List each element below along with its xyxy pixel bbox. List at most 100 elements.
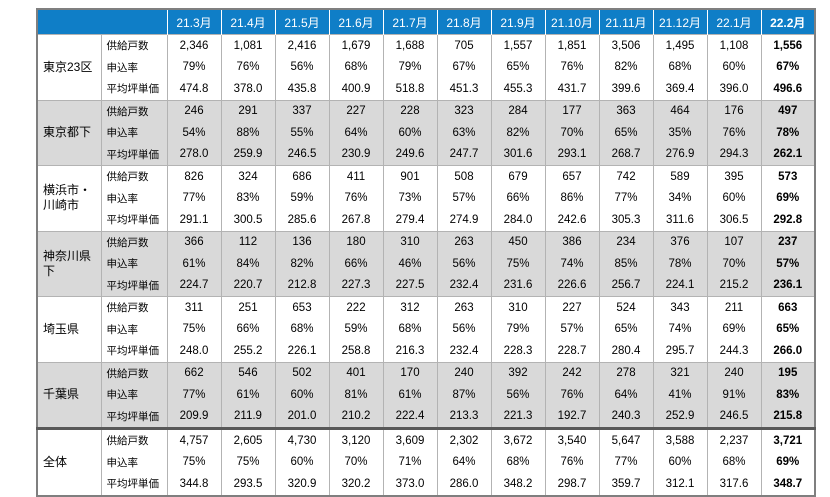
value-cell: 87%	[437, 384, 492, 406]
metric-label: 供給戸数	[101, 99, 168, 122]
value-cell: 399.6	[599, 78, 654, 100]
value-cell: 222	[329, 296, 384, 319]
value-cell: 60%	[707, 56, 762, 78]
value-cell: 1,679	[329, 34, 384, 57]
value-cell: 5,647	[599, 427, 654, 452]
value-cell: 76%	[545, 451, 600, 473]
value-cell: 293.5	[221, 473, 276, 496]
metric-label: 供給戸数	[101, 230, 168, 253]
table-row: 申込率 61% 84% 82% 66% 46% 56% 75% 74% 85% 78% 70% 57%	[37, 253, 815, 275]
value-cell: 348.7	[761, 473, 815, 496]
value-cell: 34%	[653, 187, 708, 209]
value-cell: 240	[437, 361, 492, 384]
table-row: 横浜市・川崎市 供給戸数 826 324 686 411 901 508 679 657 742 58…	[37, 165, 815, 231]
value-cell: 396.0	[707, 78, 762, 100]
metric-label: 平均坪単価	[101, 209, 168, 231]
value-cell: 59%	[275, 187, 330, 209]
value-cell: 46%	[383, 253, 438, 275]
value-cell: 82%	[491, 122, 546, 144]
value-cell: 395	[707, 165, 762, 188]
table-row: 申込率 79% 76% 56% 68% 79% 67% 65% 76% 82% 68% 60% 67%	[37, 56, 815, 78]
value-cell: 63%	[437, 122, 492, 144]
value-cell: 242	[545, 361, 600, 384]
value-cell: 1,557	[491, 34, 546, 57]
value-cell: 195	[761, 361, 815, 384]
value-cell: 68%	[329, 56, 384, 78]
metric-label: 平均坪単価	[101, 274, 168, 297]
table-row: 全体 供給戸数 4,757 2,605 4,730 3,120 3,609 2,302 3,67…	[37, 427, 815, 496]
value-cell: 663	[761, 296, 815, 319]
metric-label: 平均坪単価	[101, 473, 168, 496]
value-cell: 35%	[653, 122, 708, 144]
value-cell: 180	[329, 230, 384, 253]
value-cell: 258.8	[329, 340, 384, 362]
value-cell: 232.4	[437, 274, 492, 297]
region-label: 千葉県	[37, 361, 102, 429]
value-cell: 65%	[761, 318, 815, 340]
value-cell: 411	[329, 165, 384, 188]
value-cell: 60%	[653, 451, 708, 473]
value-cell: 91%	[707, 384, 762, 406]
value-cell: 76%	[545, 56, 600, 78]
value-cell: 3,120	[329, 427, 384, 452]
value-cell: 321	[653, 361, 708, 384]
table-row: 申込率 75% 66% 68% 59% 68% 56% 79% 57% 65% 74% 69% 65%	[37, 318, 815, 340]
value-cell: 312	[383, 296, 438, 319]
value-cell: 301.6	[491, 143, 546, 166]
table-header: 21.3月 21.4月 21.5月 21.6月 21.7月 21.8月 21.9月 21.10…	[37, 9, 815, 35]
value-cell: 742	[599, 165, 654, 188]
table-row: 東京23区 供給戸数 2,346 1,081 2,416 1,679 1,688 705 1,5…	[37, 34, 815, 100]
value-cell: 74%	[653, 318, 708, 340]
value-cell: 317.6	[707, 473, 762, 496]
value-cell: 244.3	[707, 340, 762, 362]
value-cell: 901	[383, 165, 438, 188]
month-header: 21.8月	[436, 9, 491, 35]
value-cell: 232.4	[437, 340, 492, 362]
value-cell: 240	[707, 361, 762, 384]
value-cell: 256.7	[599, 274, 654, 297]
region-label: 埼玉県	[37, 296, 102, 362]
month-header: 21.5月	[274, 9, 329, 35]
value-cell: 320.9	[275, 473, 330, 496]
value-cell: 75%	[167, 318, 222, 340]
metric-label: 申込率	[101, 56, 168, 78]
value-cell: 77%	[599, 451, 654, 473]
value-cell: 57%	[761, 253, 815, 275]
value-cell: 54%	[167, 122, 222, 144]
metric-label: 申込率	[101, 384, 168, 406]
value-cell: 73%	[383, 187, 438, 209]
value-cell: 56%	[437, 253, 492, 275]
value-cell: 3,672	[491, 427, 546, 452]
value-cell: 323	[437, 99, 492, 122]
value-cell: 276.9	[653, 143, 708, 166]
value-cell: 69%	[761, 187, 815, 209]
value-cell: 69%	[707, 318, 762, 340]
value-cell: 266.0	[761, 340, 815, 362]
value-cell: 60%	[383, 122, 438, 144]
value-cell: 246.5	[707, 405, 762, 429]
month-header: 21.12月	[652, 9, 707, 35]
month-header: 22.2月	[760, 9, 815, 35]
value-cell: 311	[167, 296, 222, 319]
value-cell: 249.6	[383, 143, 438, 166]
value-cell: 2,416	[275, 34, 330, 57]
value-cell: 679	[491, 165, 546, 188]
value-cell: 236.1	[761, 274, 815, 297]
value-cell: 177	[545, 99, 600, 122]
value-cell: 589	[653, 165, 708, 188]
table-body: 東京23区 供給戸数 2,346 1,081 2,416 1,679 1,688 705 1,5…	[37, 34, 815, 496]
value-cell: 298.7	[545, 473, 600, 496]
value-cell: 705	[437, 34, 492, 57]
value-cell: 240.3	[599, 405, 654, 429]
value-cell: 70%	[329, 451, 384, 473]
value-cell: 348.2	[491, 473, 546, 496]
value-cell: 2,346	[167, 34, 222, 57]
value-cell: 67%	[437, 56, 492, 78]
table-row: 平均坪単価 248.0 255.2 226.1 258.8 216.3 232.4 228.3…	[37, 340, 815, 362]
value-cell: 213.3	[437, 405, 492, 429]
value-cell: 56%	[275, 56, 330, 78]
value-cell: 1,495	[653, 34, 708, 57]
value-cell: 88%	[221, 122, 276, 144]
table-row: 申込率 77% 83% 59% 76% 73% 57% 66% 86% 77% 34% 60% 69%	[37, 187, 815, 209]
value-cell: 65%	[599, 122, 654, 144]
